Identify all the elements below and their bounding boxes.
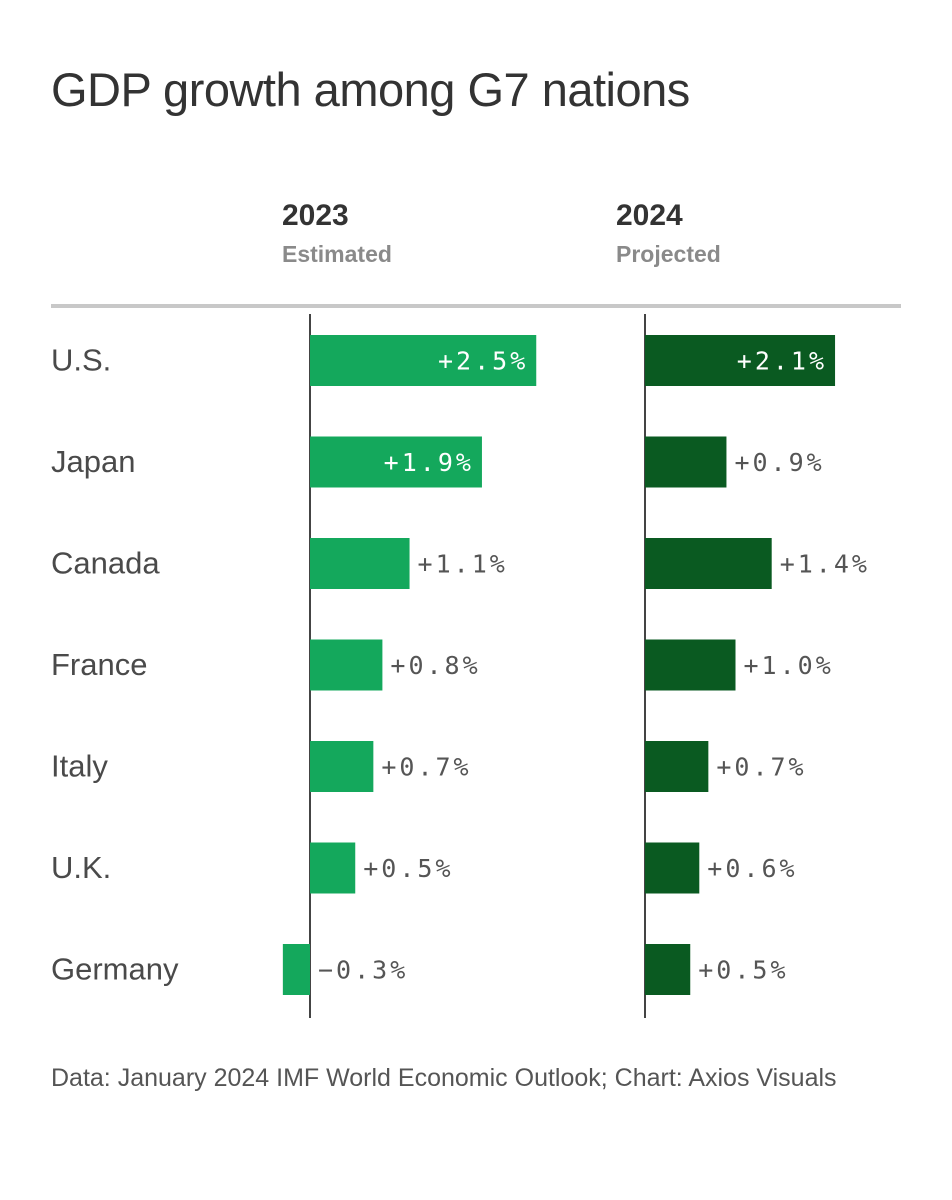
bar-2024 — [645, 335, 836, 386]
data-label-2023: +0.5% — [363, 854, 453, 883]
bar-2024 — [645, 741, 709, 792]
column-header-2023: 2023 Estimated — [282, 199, 392, 268]
column-year-2024: 2024 — [616, 199, 683, 232]
category-label: U.K. — [51, 850, 111, 885]
bar-2023 — [310, 842, 356, 894]
category-label: U.S. — [51, 343, 111, 378]
category-label: Germany — [51, 952, 179, 987]
data-label-2023: +0.8% — [390, 651, 480, 680]
bar-2023 — [310, 741, 374, 792]
category-label: Japan — [51, 444, 135, 479]
bar-2023 — [310, 538, 410, 589]
data-label-2023: +1.9% — [384, 448, 474, 477]
data-label-2023: +2.5% — [438, 347, 528, 376]
bar-2024 — [645, 538, 772, 589]
data-label-2024: +0.5% — [698, 956, 788, 985]
category-label: Italy — [51, 749, 108, 784]
data-label-2024: +2.1% — [737, 347, 827, 376]
source-note: Data: January 2024 IMF World Economic Ou… — [51, 1064, 837, 1092]
chart-title: GDP growth among G7 nations — [51, 63, 690, 116]
bar-2024 — [645, 639, 736, 691]
column-subtitle-2023: Estimated — [282, 241, 392, 267]
data-label-2024: +0.7% — [716, 753, 806, 782]
bar-chart: U.S. +2.5% +2.1% Japan +1.9% +0.9% Canada +1.1%… — [51, 304, 901, 1018]
data-label-2023: +1.1% — [418, 550, 508, 579]
bar-2023 — [282, 944, 310, 995]
column-header-2024: 2024 Projected — [616, 199, 721, 268]
bar-2024 — [645, 944, 691, 995]
data-label-2024: +1.0% — [744, 651, 834, 680]
bar-2023 — [310, 335, 537, 386]
data-label-2023: −0.3% — [318, 956, 408, 985]
data-label-2024: +0.6% — [707, 854, 797, 883]
data-label-2024: +0.9% — [734, 448, 824, 477]
data-label-2024: +1.4% — [780, 550, 870, 579]
category-label: Canada — [51, 546, 160, 581]
data-label-2023: +0.7% — [381, 753, 471, 782]
bar-2023 — [310, 436, 482, 488]
bars-group: U.S. +2.5% +2.1% Japan +1.9% +0.9% Canada +1.1%… — [51, 314, 870, 1018]
category-label: France — [51, 647, 147, 682]
column-year-2023: 2023 — [282, 199, 349, 232]
column-subtitle-2024: Projected — [616, 241, 721, 267]
bar-2024 — [645, 436, 727, 488]
bar-2023 — [310, 639, 383, 691]
bar-2024 — [645, 842, 700, 894]
